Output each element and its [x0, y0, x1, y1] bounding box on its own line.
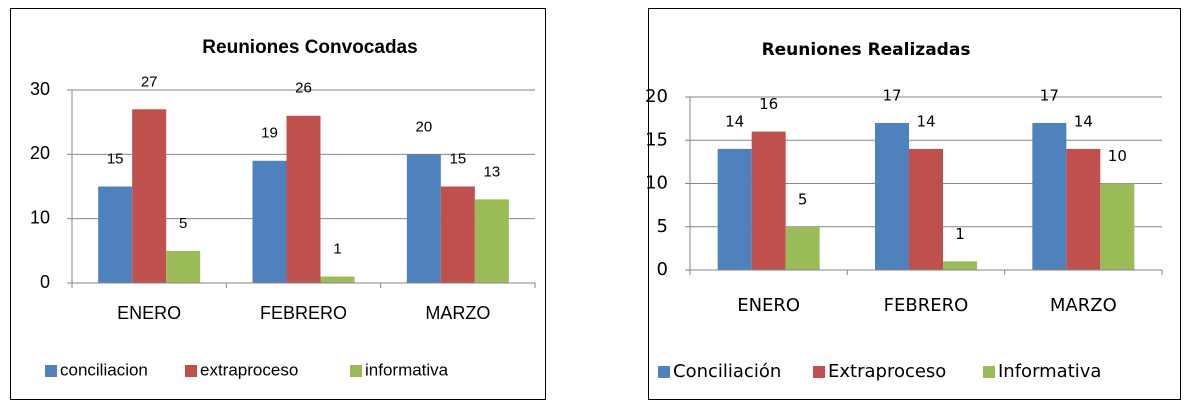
y-tick-label: 10: [30, 207, 50, 227]
y-tick-label: 20: [645, 86, 668, 107]
chart-title: Reuniones Realizadas: [762, 40, 971, 60]
data-label: 17: [1040, 86, 1059, 104]
data-label: 10: [1108, 147, 1127, 165]
chart-1: Reuniones Convocadas 0 10 20 30 ENERO 15 27 5 FE…: [10, 8, 546, 400]
bar: [1100, 183, 1135, 270]
data-label: 17: [882, 86, 901, 104]
legend-label: conciliacion: [60, 360, 148, 379]
y-tick-label: 0: [657, 259, 668, 280]
x-tick-label: ENERO: [737, 295, 800, 316]
legend-label: Informativa: [998, 361, 1101, 382]
bar: [1032, 122, 1067, 270]
legend-label: Conciliación: [673, 361, 781, 382]
x-tick-label: FEBRERO: [884, 295, 969, 316]
bar: [166, 250, 201, 283]
x-tick-label: MARZO: [1050, 295, 1117, 316]
bar: [785, 226, 820, 270]
y-tick-label: 20: [30, 143, 50, 163]
legend-swatch: [658, 366, 670, 378]
data-label: 27: [141, 73, 158, 90]
bar: [875, 122, 909, 270]
data-label: 14: [1074, 112, 1093, 130]
x-tick-label: ENERO: [117, 303, 181, 323]
data-label: 19: [261, 125, 278, 142]
legend-swatch: [185, 365, 197, 377]
data-label: 13: [483, 163, 500, 180]
bar: [1066, 148, 1101, 270]
bar: [474, 199, 509, 283]
data-label: 5: [798, 190, 808, 208]
y-tick-label: 15: [645, 129, 668, 150]
bar: [717, 148, 752, 270]
y-tick-label: 30: [30, 79, 50, 99]
chart-title: Reuniones Convocadas: [202, 37, 417, 58]
bar: [98, 186, 133, 283]
bar: [252, 160, 287, 283]
legend-swatch: [983, 366, 995, 378]
legend-swatch: [45, 365, 57, 377]
bar: [132, 109, 167, 283]
bar: [943, 261, 977, 270]
bar: [320, 276, 355, 283]
data-label: 14: [725, 112, 744, 130]
legend-swatch: [813, 366, 825, 378]
data-label: 1: [955, 225, 965, 243]
legend-label: Extraproceso: [828, 361, 946, 382]
y-tick-label: 5: [657, 216, 668, 237]
data-label: 15: [107, 150, 124, 167]
legend-label: extraproceso: [200, 360, 298, 379]
chart-2: Reuniones Realizadas 0 5 10 15 20 ENERO 14 16 5 F…: [645, 8, 1181, 400]
y-tick-label: 0: [40, 272, 50, 292]
data-label: 15: [449, 150, 466, 167]
bar: [286, 115, 321, 283]
y-tick-label: 10: [645, 173, 668, 194]
data-label: 26: [295, 80, 312, 97]
x-tick-label: MARZO: [425, 303, 490, 323]
x-tick-label: FEBRERO: [260, 303, 347, 323]
data-label: 1: [333, 241, 341, 258]
bar: [406, 154, 441, 283]
bar: [751, 131, 786, 270]
legend-swatch: [350, 365, 362, 377]
data-label: 14: [916, 112, 935, 130]
data-label: 16: [759, 95, 778, 113]
legend-label: informativa: [365, 360, 449, 379]
data-label: 5: [179, 215, 187, 232]
bar: [909, 148, 943, 270]
data-label: 20: [415, 118, 432, 135]
bar: [440, 186, 475, 283]
